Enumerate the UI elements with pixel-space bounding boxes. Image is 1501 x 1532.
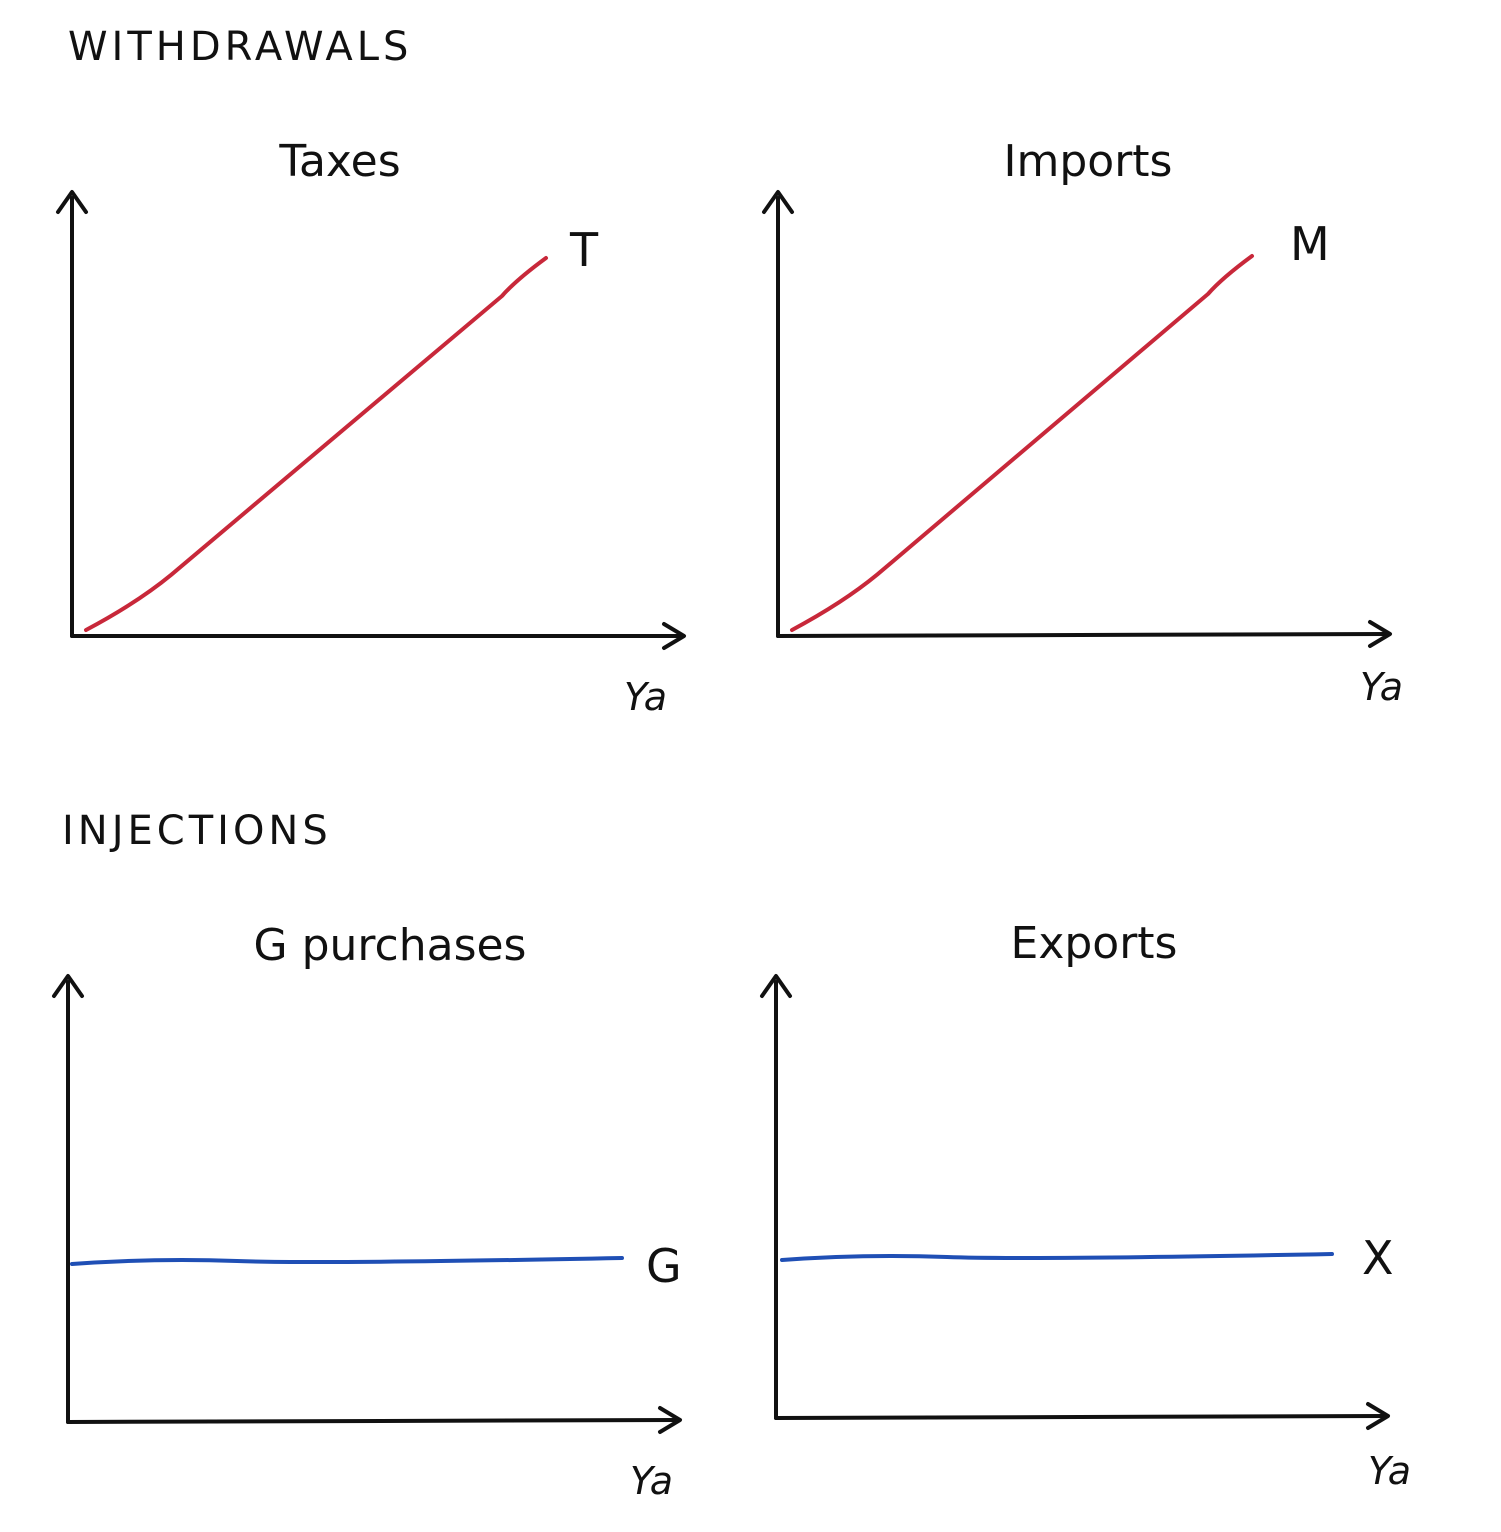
y-axis-arrowhead-g-purchases xyxy=(52,974,84,998)
x-axis-arrowhead-exports xyxy=(1366,1402,1390,1430)
series-line-x xyxy=(780,1252,1334,1262)
series-label-g: G xyxy=(646,1239,682,1293)
y-axis-arrowhead-exports xyxy=(760,974,792,998)
x-axis-label-exports: Ya xyxy=(1368,1449,1411,1493)
series-line-g xyxy=(70,1256,624,1266)
x-axis-g-purchases xyxy=(66,1418,680,1424)
panel-taxes: Taxes Ya T xyxy=(56,136,686,719)
series-label-m: M xyxy=(1290,217,1330,271)
panel-title-exports: Exports xyxy=(1011,918,1178,969)
series-line-t xyxy=(84,256,548,632)
x-axis-label-taxes: Ya xyxy=(624,675,667,719)
series-line-m xyxy=(790,254,1254,632)
section-title-injections: INJECTIONS xyxy=(62,808,332,854)
x-axis-arrowhead-g-purchases xyxy=(658,1406,682,1434)
series-label-t: T xyxy=(569,223,599,277)
panel-title-imports: Imports xyxy=(1004,136,1173,187)
panel-g-purchases: G purchases Ya G xyxy=(52,920,682,1503)
panel-title-taxes: Taxes xyxy=(278,136,400,187)
x-axis-arrowhead-imports xyxy=(1368,620,1392,648)
x-axis-arrowhead-taxes xyxy=(662,622,686,650)
panel-exports: Exports Ya X xyxy=(760,918,1411,1493)
x-axis-exports xyxy=(774,1414,1388,1420)
y-axis-arrowhead-imports xyxy=(762,190,794,214)
x-axis-label-imports: Ya xyxy=(1360,665,1403,709)
panel-imports: Imports Ya M xyxy=(762,136,1403,709)
panel-title-g-purchases: G purchases xyxy=(254,920,527,971)
x-axis-label-g-purchases: Ya xyxy=(630,1459,673,1503)
x-axis-imports xyxy=(776,632,1390,638)
y-axis-arrowhead-taxes xyxy=(56,190,88,214)
series-label-x: X xyxy=(1362,1231,1394,1285)
section-title-withdrawals: WITHDRAWALS xyxy=(68,24,412,70)
